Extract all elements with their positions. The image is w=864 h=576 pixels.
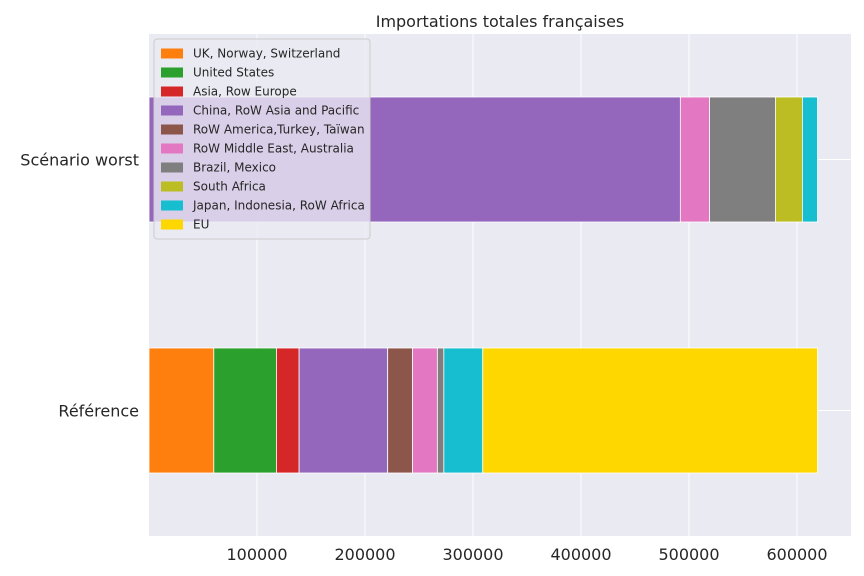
bar-segment [709,96,776,223]
category-labels: Référence Scénario worst [20,151,139,421]
x-tick-label: 500000 [658,545,719,564]
legend-label: United States [193,66,274,80]
legend: UK, Norway, Switzerland United States Asia… [153,38,371,240]
bar-segment [436,347,445,474]
legend-label: EU [193,218,209,232]
bar-segment [482,347,818,474]
bar-segment [412,347,438,474]
legend-swatch [161,86,183,97]
legend-swatch [161,162,183,173]
legend-swatch [161,48,183,59]
legend-label: Brazil, Mexico [193,161,276,175]
legend-swatch [161,143,183,154]
legend-swatch [161,67,183,78]
legend-label: UK, Norway, Switzerland [193,47,340,61]
bar-segment [276,347,300,474]
legend-label: Japan, Indonesia, RoW Africa [192,199,365,213]
x-tick-labels: 100000 200000 300000 400000 500000 600000 [226,545,827,564]
bar-segment [679,96,710,223]
legend-label: RoW Middle East, Australia [193,142,354,156]
legend-swatch [161,105,183,116]
chart-title: Importations totales françaises [376,12,625,31]
bar-segment [148,347,215,474]
category-label: Référence [58,402,139,421]
legend-swatch [161,124,183,135]
legend-label: RoW America,Turkey, Taïwan [193,123,365,137]
legend-label: South Africa [193,180,266,194]
x-tick-label: 200000 [334,545,395,564]
x-tick-label: 600000 [766,545,827,564]
bar-segment [775,96,803,223]
legend-swatch [161,219,183,230]
bar-segment [213,347,277,474]
legend-swatch [161,181,183,192]
legend-swatch [161,200,183,211]
category-label: Scénario worst [20,151,139,170]
legend-box [153,38,371,240]
bar-segment [802,96,818,223]
bar-segment [443,347,484,474]
bar-segment [387,347,413,474]
x-tick-label: 100000 [226,545,287,564]
x-tick-label: 400000 [550,545,611,564]
legend-label: Asia, Row Europe [193,85,297,99]
bar-segment [298,347,389,474]
legend-label: China, RoW Asia and Pacific [193,104,359,118]
x-tick-label: 300000 [442,545,503,564]
